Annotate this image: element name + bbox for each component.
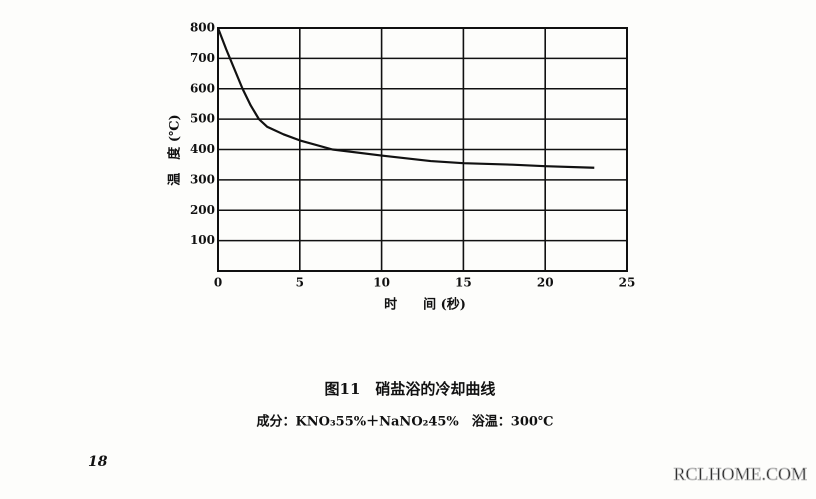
y-tick-label: 600: [190, 81, 215, 95]
x-tick-label: 10: [373, 276, 390, 290]
y-tick-label: 200: [190, 203, 215, 217]
x-axis-label: 时 间 (秒): [384, 297, 466, 313]
page-number: 18: [88, 454, 108, 470]
chart-title: 图11 硝盐浴的冷却曲线: [325, 380, 496, 398]
x-tick-label: 20: [537, 276, 554, 290]
y-tick-label: 500: [190, 112, 215, 126]
x-tick-label: 25: [619, 276, 636, 290]
data-line: [216, 27, 595, 169]
y-tick-label: 700: [190, 51, 215, 65]
y-tick-label: 100: [190, 233, 215, 247]
x-tick-label: 15: [455, 276, 472, 290]
x-tick-label: 0: [214, 276, 222, 290]
chart-subtitle: 成分：KNO₃55%＋NaNO₂45% 浴温：300℃: [256, 414, 553, 430]
y-axis-label: 温 度 (℃): [167, 114, 183, 185]
y-tick-label: 400: [190, 142, 215, 156]
watermark: RCLHOME.COM: [673, 464, 807, 484]
y-tick-label: 800: [190, 21, 215, 35]
x-tick-label: 5: [296, 276, 304, 290]
y-tick-label: 300: [190, 172, 215, 186]
